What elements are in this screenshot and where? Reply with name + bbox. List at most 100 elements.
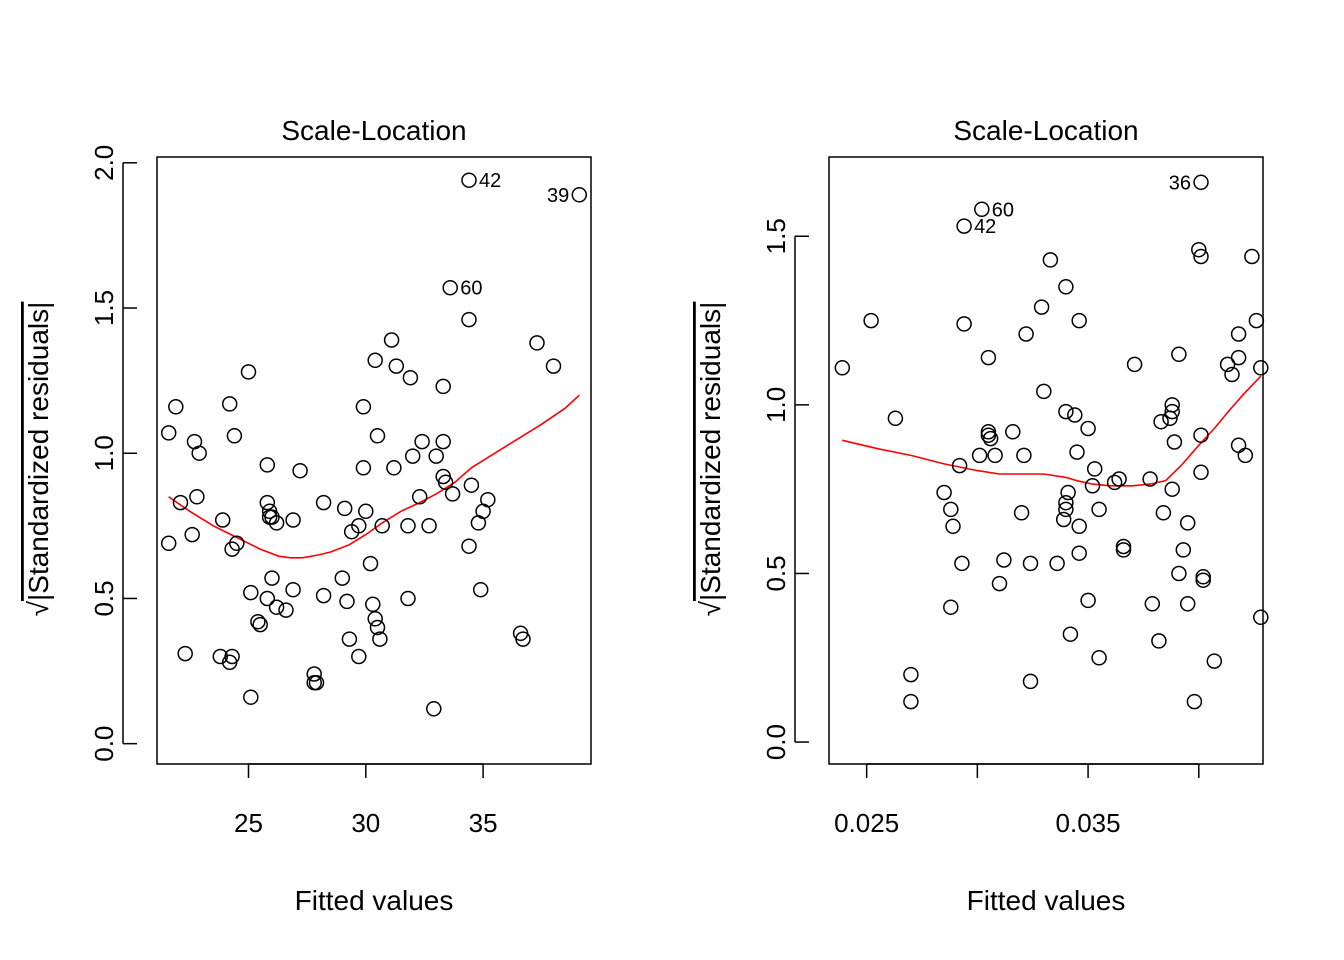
data-point [315, 587, 332, 604]
data-point [1033, 299, 1050, 315]
data-point [971, 447, 988, 464]
data-point [1058, 501, 1074, 518]
data-point [956, 316, 972, 332]
data-point [974, 201, 990, 218]
data-point [903, 693, 919, 710]
data-point [388, 358, 405, 374]
data-point [1086, 461, 1103, 477]
data-point [461, 311, 477, 328]
data-point [306, 666, 322, 682]
data-point [1111, 471, 1127, 487]
data-point [1179, 596, 1196, 612]
data-point [472, 581, 489, 598]
plot-title: Scale-Location [953, 115, 1138, 146]
data-point [243, 584, 259, 601]
point-label: 60 [460, 278, 482, 300]
data-point [1195, 569, 1211, 585]
data-point [1248, 312, 1265, 329]
data-point [372, 631, 388, 647]
data-point [991, 575, 1008, 592]
data-point [341, 631, 358, 647]
data-point [1013, 505, 1030, 521]
point-label: 39 [547, 185, 569, 207]
data-point [1244, 248, 1260, 265]
y-axis-label-text: |Standardized residuals| [695, 302, 726, 601]
data-point [1230, 349, 1247, 366]
data-point [367, 611, 383, 627]
data-point [1115, 542, 1132, 558]
data-point [1193, 174, 1209, 191]
data-point [250, 613, 266, 630]
data-point [259, 494, 276, 511]
data-point [355, 460, 372, 476]
data-point [1058, 403, 1074, 420]
data-point [1155, 505, 1172, 521]
data-point [1018, 326, 1034, 342]
y-tick-label: 1.0 [761, 387, 791, 423]
data-point [996, 552, 1012, 568]
data-point [355, 399, 372, 415]
y-axis-label: √|Standardized residuals| [23, 302, 54, 617]
point-label: 36 [1169, 172, 1191, 194]
data-point [259, 457, 276, 473]
data-point [221, 396, 238, 412]
data-point [1069, 444, 1085, 460]
data-point [461, 172, 477, 188]
plot-frame [828, 156, 1264, 765]
data-point [1058, 494, 1074, 511]
y-axis-label-text: |Standardized residuals| [23, 302, 54, 601]
data-point [529, 335, 545, 351]
data-point [414, 433, 430, 450]
y-tick-label: 1.5 [89, 290, 119, 326]
data-point [367, 352, 383, 369]
data-point [444, 486, 461, 502]
data-point [1179, 515, 1196, 531]
data-point [1036, 383, 1052, 400]
data-point [1164, 403, 1180, 420]
data-point [177, 645, 193, 662]
y-tick-label: 0.5 [89, 580, 119, 616]
data-point [229, 535, 245, 552]
x-tick-label: 0.035 [1056, 808, 1121, 838]
point-labels: 42 39 60 [460, 170, 569, 299]
scale-location-panel-right: Scale-Location Fitted values √|Standardi… [695, 115, 1269, 916]
data-point [470, 515, 487, 531]
data-point [1193, 464, 1209, 481]
y-tick-label: 1.0 [89, 435, 119, 471]
data-point [545, 358, 562, 374]
data-point [172, 494, 189, 511]
data-point [943, 599, 959, 615]
x-tick-label: 0.025 [834, 808, 899, 838]
data-point [369, 619, 386, 636]
data-point [1071, 545, 1087, 561]
data-point [191, 445, 207, 461]
data-point [252, 616, 268, 633]
data-point [308, 674, 325, 691]
data-point [351, 648, 367, 665]
data-point [1253, 360, 1269, 376]
data-point [1071, 312, 1087, 329]
data-point [834, 360, 851, 376]
data-point [1162, 410, 1178, 427]
data-point [1062, 626, 1079, 642]
data-point [943, 501, 959, 518]
y-tick-label: 0.0 [761, 724, 791, 760]
x-axis: 25 30 35 [234, 763, 498, 838]
data-point [980, 424, 997, 440]
data-point [1195, 572, 1211, 588]
data-point [226, 428, 243, 444]
data-point [945, 518, 961, 535]
data-point [404, 448, 421, 464]
data-point [221, 654, 238, 671]
data-point [184, 526, 200, 543]
data-point [980, 349, 997, 366]
data-point [189, 489, 205, 505]
data-point [343, 523, 360, 540]
data-point [1253, 609, 1269, 626]
data-point [160, 535, 177, 552]
data-point [1058, 279, 1074, 295]
data-point [400, 590, 416, 607]
smoother-line [842, 375, 1262, 487]
data-point [336, 500, 353, 517]
data-point [435, 378, 451, 395]
